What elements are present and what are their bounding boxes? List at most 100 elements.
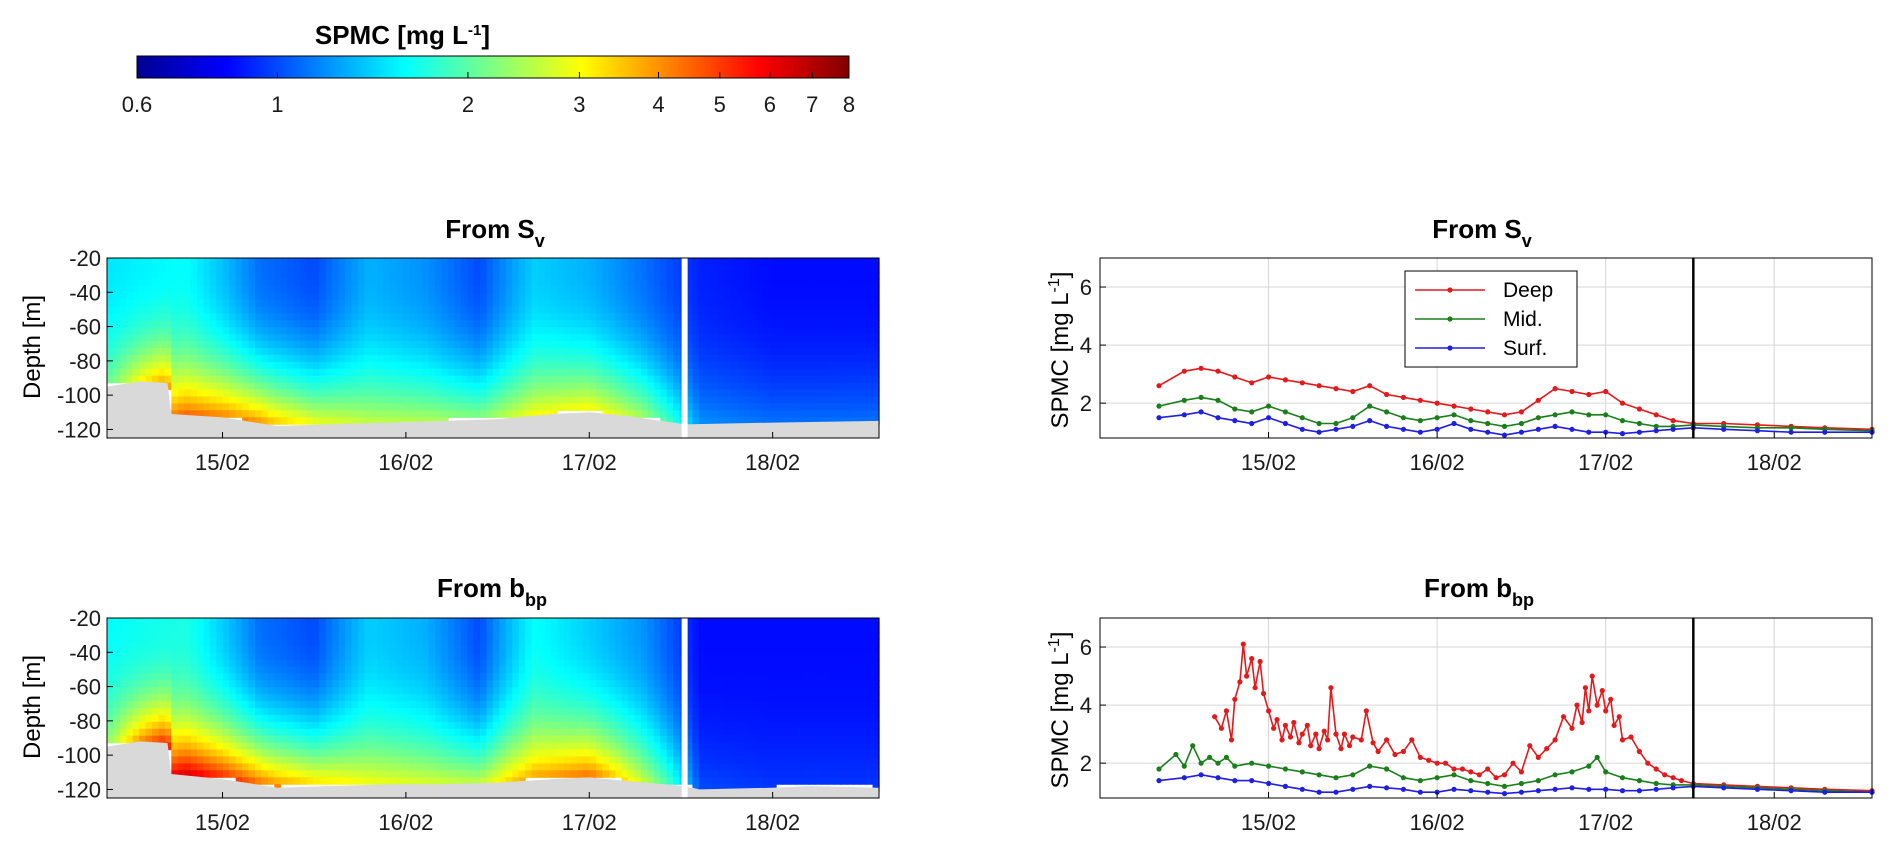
heatmap-cell <box>390 624 398 633</box>
heatmap-cell <box>216 375 224 384</box>
heatmap-cell <box>808 264 816 273</box>
heatmap-cell <box>872 334 880 342</box>
heatmap-cell <box>801 361 809 370</box>
heatmap-cell <box>171 348 179 356</box>
heatmap-cell <box>486 375 494 384</box>
heatmap-cell <box>306 680 314 688</box>
heatmap-cell <box>171 618 179 626</box>
heatmap-cell <box>686 396 694 404</box>
heatmap-cell <box>801 292 809 301</box>
heatmap-cell <box>377 368 385 377</box>
heatmap-cell <box>621 694 629 702</box>
heatmap-cell <box>325 624 333 633</box>
heatmap-cell <box>287 348 295 356</box>
heatmap-cell <box>209 285 217 294</box>
heatmap-cell <box>184 749 192 758</box>
heatmap-cell <box>647 299 655 308</box>
heatmap-cell <box>280 410 288 418</box>
heatmap-cell <box>589 673 597 681</box>
heatmap-cell <box>428 763 436 771</box>
heatmap-cell <box>164 638 172 647</box>
heatmap-cell <box>325 631 333 640</box>
heatmap-cell <box>602 749 610 758</box>
heatmap-cell <box>563 770 571 778</box>
heatmap-cell <box>550 624 558 633</box>
heatmap-cell <box>737 348 745 356</box>
heatmap-cell <box>203 618 211 626</box>
heatmap-cell <box>184 410 192 418</box>
heatmap-cell <box>184 382 192 391</box>
heatmap-cell <box>576 299 584 308</box>
heatmap-cell <box>493 396 501 404</box>
heatmap-cell <box>557 659 565 668</box>
heatmap-cell <box>261 361 269 370</box>
heatmap-cell <box>409 361 417 370</box>
heatmap-cell <box>563 264 571 273</box>
heatmap-cell <box>692 341 700 349</box>
heatmap-cell <box>512 403 520 411</box>
heatmap-cell <box>872 278 880 287</box>
heatmap-cell <box>602 645 610 654</box>
heatmap-cell <box>190 306 198 314</box>
heatmap-cell <box>460 666 468 674</box>
heatmap-cell <box>827 348 835 356</box>
heatmap-cell <box>692 687 700 695</box>
heatmap-cell <box>267 327 275 335</box>
heatmap-cell <box>467 348 475 356</box>
heatmap-cell <box>171 666 179 674</box>
heatmap-cell <box>859 306 867 314</box>
heatmap-cell <box>769 396 777 404</box>
heatmap-cell <box>615 320 623 328</box>
heatmap-cell <box>859 368 867 377</box>
heatmap-cell <box>583 348 591 356</box>
heatmap-cell <box>209 327 217 335</box>
heatmap-cell <box>332 673 340 681</box>
heatmap-cell <box>512 410 520 418</box>
heatmap-cell <box>396 652 404 661</box>
heatmap-cell <box>261 320 269 328</box>
heatmap-cell <box>357 264 365 273</box>
heatmap-cell <box>808 368 816 377</box>
heatmap-cell <box>261 417 269 425</box>
heatmap-cell <box>216 389 224 398</box>
heatmap-cell <box>859 361 867 370</box>
heatmap-cell <box>550 728 558 737</box>
heatmap-cell <box>364 631 372 640</box>
heatmap-cell <box>325 763 333 771</box>
heatmap-cell <box>139 694 147 702</box>
heatmap-cell <box>872 258 880 266</box>
heatmap-cell <box>570 258 578 266</box>
heatmap-cell <box>853 396 861 404</box>
heatmap-cell <box>435 341 443 349</box>
heatmap-cell <box>454 341 462 349</box>
heatmap-cell <box>660 624 668 633</box>
heatmap-cell <box>390 680 398 688</box>
heatmap-cell <box>409 666 417 674</box>
heatmap-cell <box>274 659 282 668</box>
y-tick-label: -40 <box>69 280 101 305</box>
heatmap-cell <box>493 403 501 411</box>
heatmap-cell <box>859 320 867 328</box>
heatmap-cell <box>415 382 423 391</box>
heatmap-cell <box>370 735 378 744</box>
heatmap-cell <box>267 313 275 321</box>
heatmap-cell <box>345 375 353 384</box>
heatmap-cell <box>615 770 623 778</box>
heatmap-cell <box>467 361 475 370</box>
heatmap-cell <box>499 389 507 398</box>
heatmap-cell <box>608 756 616 764</box>
heatmap-cell <box>737 299 745 308</box>
x-tick-label: 15/02 <box>195 450 250 475</box>
heatmap-cell <box>493 631 501 640</box>
heatmap-cell <box>544 361 552 370</box>
heatmap-cell <box>370 777 378 785</box>
heatmap-cell <box>203 327 211 335</box>
heatmap-cell <box>312 631 320 640</box>
heatmap-cell <box>628 708 636 716</box>
heatmap-cell <box>724 264 732 273</box>
heatmap-cell <box>743 361 751 370</box>
heatmap-cell <box>518 403 526 411</box>
heatmap-cell <box>756 327 764 335</box>
heatmap-cell <box>447 728 455 737</box>
heatmap-cell <box>203 382 211 391</box>
